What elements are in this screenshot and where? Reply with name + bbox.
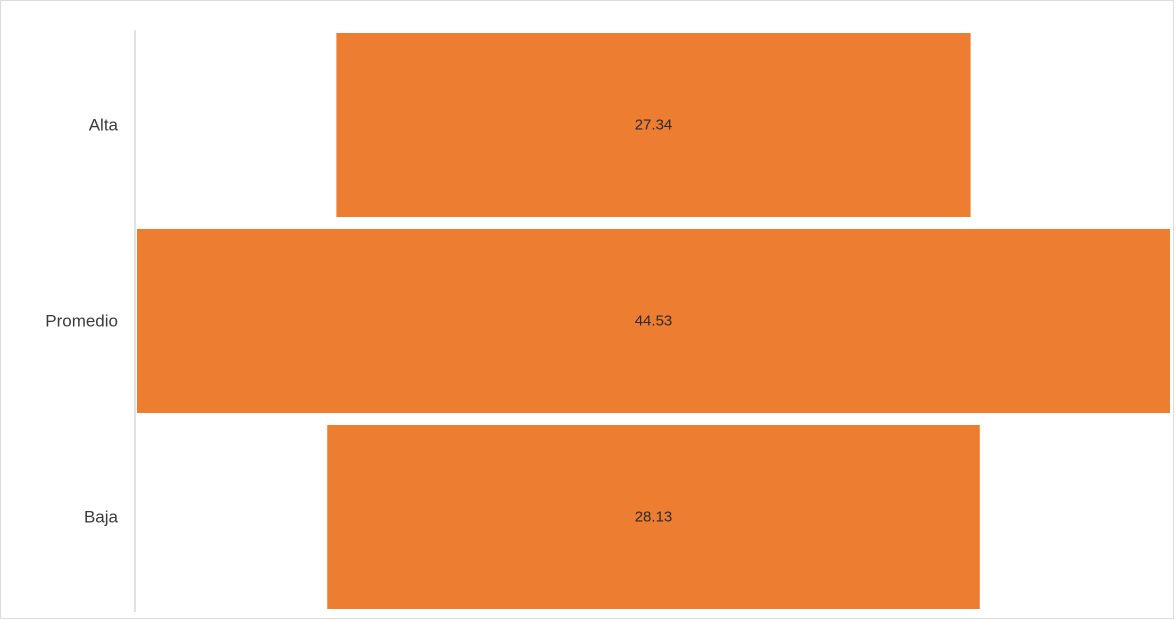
bar-alta [336, 33, 971, 217]
bar-baja [327, 425, 980, 609]
data-label-alta: 27.34 [635, 117, 673, 134]
bar-promedio [137, 229, 1170, 413]
bars-group [137, 33, 1170, 609]
category-label-alta: Alta [89, 116, 119, 135]
labels-group: 27.34 Alta 44.53 Promedio 28.13 Baja [45, 116, 672, 527]
data-label-promedio: 44.53 [635, 313, 673, 330]
data-label-baja: 28.13 [635, 509, 673, 526]
category-label-promedio: Promedio [45, 312, 118, 331]
category-label-baja: Baja [84, 508, 119, 527]
